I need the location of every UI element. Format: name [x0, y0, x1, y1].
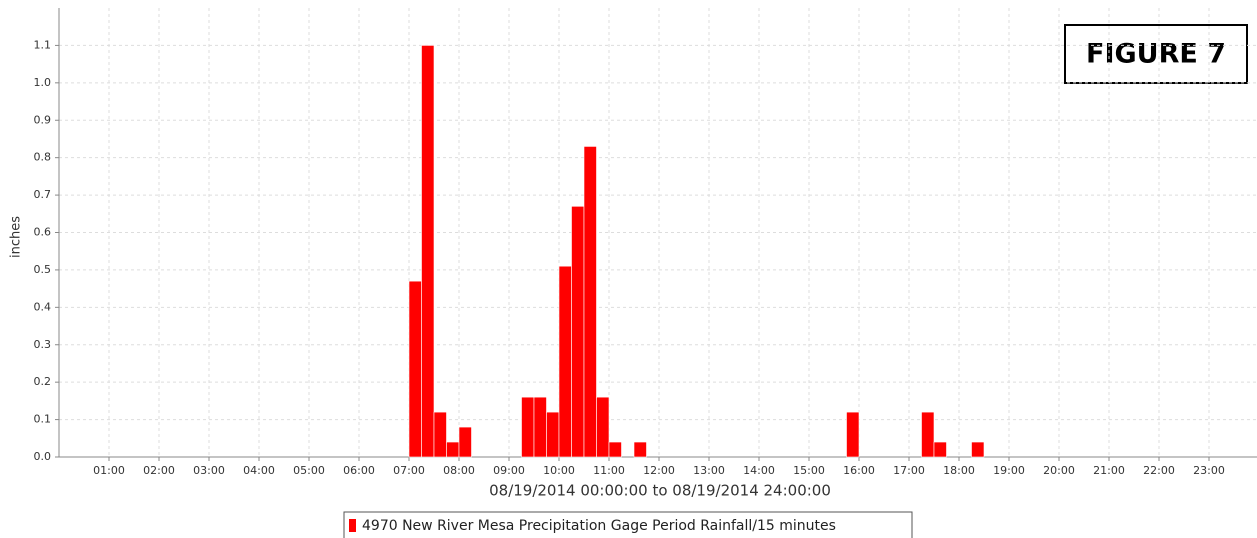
bar [408, 280, 422, 458]
x-tick-label: 13:00 [693, 464, 725, 477]
x-tick-label: 06:00 [343, 464, 375, 477]
bar [521, 396, 535, 458]
x-tick-label: 15:00 [793, 464, 825, 477]
x-tick-label: 03:00 [193, 464, 225, 477]
y-tick-label: 0.6 [34, 226, 52, 239]
bar [933, 441, 947, 458]
y-tick-label: 0.2 [34, 375, 52, 388]
bar [971, 441, 985, 458]
bar [596, 396, 610, 458]
bar [433, 411, 447, 458]
x-tick-label: 14:00 [743, 464, 775, 477]
x-tick-label: 21:00 [1093, 464, 1125, 477]
x-tick-label: 08:00 [443, 464, 475, 477]
x-tick-label: 07:00 [393, 464, 425, 477]
bar [571, 206, 585, 458]
x-tick-label: 11:00 [593, 464, 625, 477]
x-tick-label: 20:00 [1043, 464, 1075, 477]
legend-swatch [349, 519, 356, 532]
y-axis-label: inches [9, 216, 24, 258]
x-tick-label: 04:00 [243, 464, 275, 477]
x-tick-label: 02:00 [143, 464, 175, 477]
y-tick-label: 0.0 [34, 450, 52, 463]
y-tick-label: 0.3 [34, 338, 52, 351]
x-tick-label: 22:00 [1143, 464, 1175, 477]
x-tick-label: 16:00 [843, 464, 875, 477]
bar [446, 441, 460, 458]
annotation: FIGURE 7 [1086, 39, 1226, 70]
bar [921, 411, 935, 458]
x-tick-label: 23:00 [1193, 464, 1225, 477]
legend [343, 511, 913, 538]
y-tick-label: 0.8 [34, 151, 52, 164]
x-axis-label: 08/19/2014 00:00:00 to 08/19/2014 24:00:… [489, 482, 831, 500]
x-tick-label: 12:00 [643, 464, 675, 477]
annotation-box [1064, 24, 1248, 84]
bar [533, 396, 547, 458]
x-tick-label: 01:00 [93, 464, 125, 477]
x-tick-label: 19:00 [993, 464, 1025, 477]
bar [608, 441, 622, 458]
bar [633, 441, 647, 458]
y-tick-label: 1.1 [34, 38, 52, 51]
bar [421, 45, 435, 458]
bar [583, 146, 597, 458]
legend-label: 4970 New River Mesa Precipitation Gage P… [362, 518, 836, 534]
y-tick-label: 0.9 [34, 113, 52, 126]
y-tick-label: 0.1 [34, 413, 52, 426]
bar [458, 426, 472, 458]
x-tick-label: 18:00 [943, 464, 975, 477]
bar [846, 411, 860, 458]
x-tick-label: 10:00 [543, 464, 575, 477]
y-tick-label: 0.4 [34, 300, 52, 313]
x-tick-label: 05:00 [293, 464, 325, 477]
y-tick-label: 0.7 [34, 188, 52, 201]
y-tick-label: 0.5 [34, 263, 52, 276]
x-tick-label: 17:00 [893, 464, 925, 477]
bar [546, 411, 560, 458]
y-tick-label: 1.0 [34, 76, 52, 89]
x-tick-label: 09:00 [493, 464, 525, 477]
bar [558, 265, 572, 458]
